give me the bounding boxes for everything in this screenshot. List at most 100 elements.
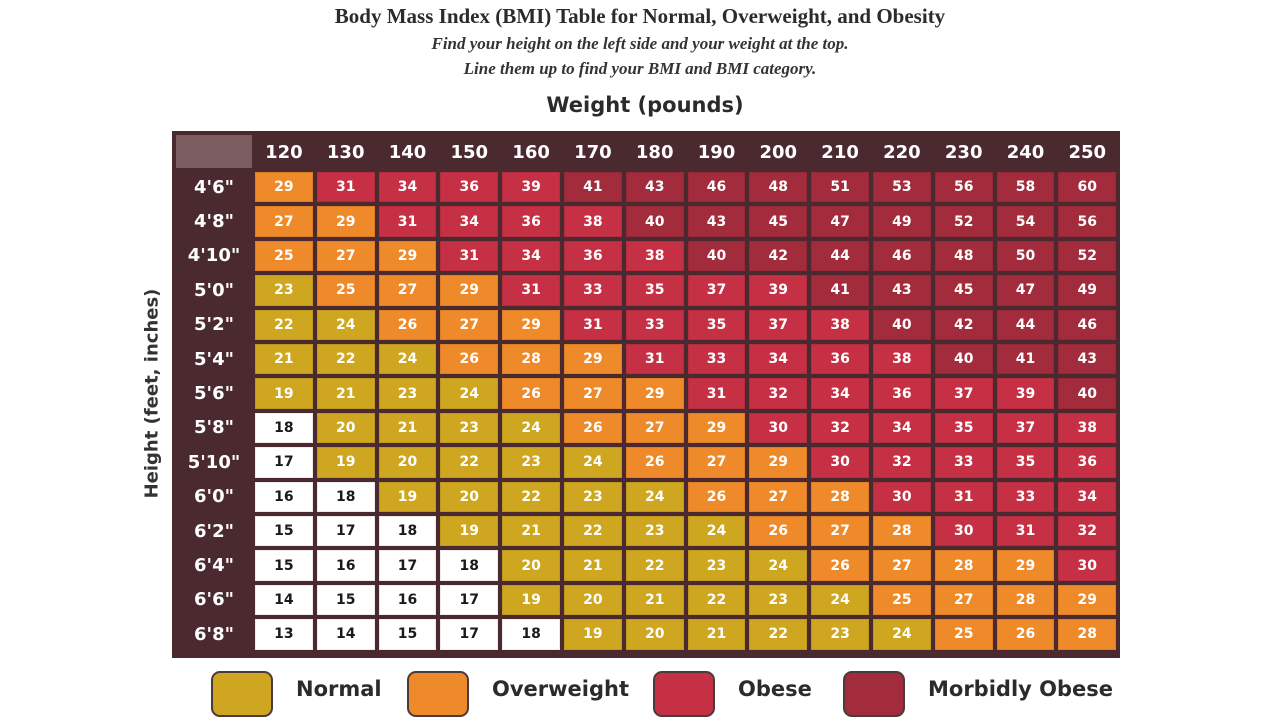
bmi-cell: 37 [934, 378, 993, 409]
bmi-cell: 29 [564, 344, 622, 375]
bmi-cell: 30 [749, 412, 808, 444]
bmi-cell: 23 [625, 516, 684, 547]
bmi-cell: 47 [811, 206, 869, 237]
column-header-170: 170 [563, 135, 623, 169]
bmi-cell: 42 [749, 240, 808, 272]
bmi-cell: 30 [1058, 550, 1117, 581]
legend-swatch-morbidly-obese [843, 671, 905, 717]
bmi-cell: 22 [316, 344, 375, 375]
bmi-cell: 43 [687, 206, 746, 237]
bmi-cell: 16 [378, 584, 437, 616]
subtitle-instruction-2: Line them up to find your BMI and BMI ca… [463, 59, 817, 78]
page-title: Body Mass Index (BMI) Table for Normal, … [334, 4, 946, 28]
bmi-cell: 27 [564, 378, 622, 409]
bmi-cell: 25 [934, 619, 993, 650]
legend-swatch-obese [653, 671, 715, 717]
bmi-cell: 24 [440, 378, 499, 409]
bmi-cell: 38 [1058, 412, 1117, 444]
bmi-cell: 36 [1058, 447, 1117, 478]
bmi-cell: 32 [873, 447, 931, 478]
bmi-cell: 28 [873, 516, 931, 547]
bmi-cell: 43 [873, 275, 931, 306]
bmi-cell: 24 [687, 516, 746, 547]
column-header-140: 140 [377, 135, 438, 169]
row-header-3: 4'10" [176, 239, 252, 273]
bmi-cell: 33 [625, 309, 684, 340]
bmi-cell: 36 [873, 378, 931, 409]
bmi-cell: 19 [255, 378, 313, 409]
bmi-cell: 31 [687, 378, 746, 409]
row-header-9: 5'10" [176, 446, 252, 479]
bmi-cell: 34 [440, 206, 499, 237]
bmi-cell: 38 [564, 206, 622, 237]
bmi-cell: 54 [996, 206, 1055, 237]
bmi-cell: 15 [316, 584, 375, 616]
bmi-cell: 23 [749, 584, 808, 616]
x-axis-label: Weight (pounds) [546, 93, 744, 117]
bmi-cell: 14 [255, 584, 313, 616]
bmi-cell: 29 [1058, 584, 1117, 616]
column-header-240: 240 [995, 135, 1056, 169]
bmi-cell: 52 [934, 206, 993, 237]
column-header-200: 200 [748, 135, 809, 169]
bmi-cell: 58 [996, 172, 1055, 203]
bmi-cell: 37 [996, 412, 1055, 444]
legend-label-obese: Obese [738, 677, 812, 701]
row-header-1: 4'6" [176, 171, 252, 204]
bmi-cell: 40 [873, 309, 931, 340]
bmi-cell: 28 [1058, 619, 1117, 650]
column-header-250: 250 [1057, 135, 1118, 169]
bmi-cell: 15 [255, 550, 313, 581]
bmi-cell: 43 [1058, 344, 1117, 375]
row-header-2: 4'8" [176, 205, 252, 238]
bmi-cell: 28 [934, 550, 993, 581]
legend-label-morbidly-obese: Morbidly Obese [928, 677, 1114, 701]
bmi-cell: 27 [749, 481, 808, 512]
bmi-cell: 51 [811, 172, 869, 203]
bmi-cell: 16 [255, 481, 313, 512]
column-header-190: 190 [686, 135, 747, 169]
bmi-cell: 24 [378, 344, 437, 375]
bmi-cell: 27 [873, 550, 931, 581]
bmi-cell: 25 [316, 275, 375, 306]
bmi-cell: 39 [502, 172, 560, 203]
bmi-cell: 22 [625, 550, 684, 581]
row-header-10: 6'0" [176, 480, 252, 513]
bmi-cell: 37 [687, 275, 746, 306]
bmi-cell: 27 [440, 309, 499, 340]
bmi-cell: 28 [502, 344, 560, 375]
bmi-cell: 49 [873, 206, 931, 237]
bmi-cell: 27 [934, 584, 993, 616]
row-header-7: 5'6" [176, 377, 252, 410]
bmi-cell: 26 [378, 309, 437, 340]
bmi-cell: 53 [873, 172, 931, 203]
bmi-cell: 24 [502, 412, 560, 444]
bmi-cell: 45 [749, 206, 808, 237]
legend-swatch-overweight [407, 671, 469, 717]
bmi-cell: 29 [378, 240, 437, 272]
bmi-cell: 20 [440, 481, 499, 512]
bmi-cell: 32 [749, 378, 808, 409]
bmi-cell: 27 [811, 516, 869, 547]
bmi-cell: 27 [687, 447, 746, 478]
bmi-cell: 38 [625, 240, 684, 272]
bmi-cell: 36 [440, 172, 499, 203]
bmi-cell: 43 [625, 172, 684, 203]
bmi-cell: 32 [1058, 516, 1117, 547]
row-header-13: 6'6" [176, 583, 252, 617]
bmi-cell: 23 [687, 550, 746, 581]
bmi-cell: 48 [934, 240, 993, 272]
bmi-cell: 33 [934, 447, 993, 478]
bmi-cell: 25 [255, 240, 313, 272]
bmi-cell: 46 [873, 240, 931, 272]
bmi-cell: 34 [811, 378, 869, 409]
row-header-11: 6'2" [176, 515, 252, 548]
bmi-cell: 21 [255, 344, 313, 375]
bmi-cell: 30 [873, 481, 931, 512]
bmi-cell: 36 [564, 240, 622, 272]
bmi-cell: 26 [687, 481, 746, 512]
bmi-cell: 44 [811, 240, 869, 272]
bmi-cell: 39 [996, 378, 1055, 409]
bmi-cell: 28 [811, 481, 869, 512]
bmi-cell: 39 [749, 275, 808, 306]
